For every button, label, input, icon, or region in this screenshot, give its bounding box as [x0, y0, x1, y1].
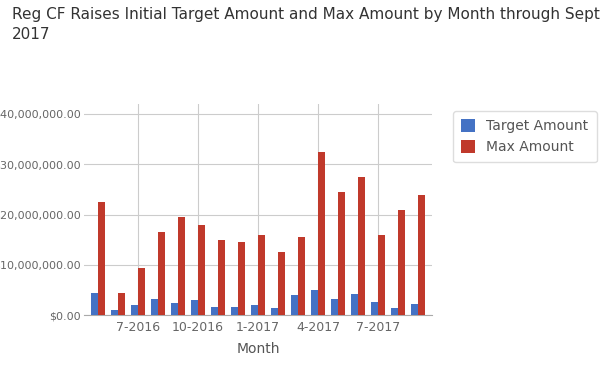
Bar [91, 293, 98, 315]
Bar [211, 307, 218, 315]
Bar [138, 267, 145, 315]
Bar [411, 304, 418, 315]
Bar [351, 294, 358, 315]
Bar [338, 192, 345, 315]
Bar [371, 302, 378, 315]
Bar [218, 240, 225, 315]
Bar [178, 217, 185, 315]
Bar [331, 299, 338, 315]
Bar [158, 232, 165, 315]
Bar [198, 225, 205, 315]
Bar [398, 210, 405, 315]
Bar [278, 252, 285, 315]
Bar [311, 290, 318, 315]
X-axis label: Month: Month [236, 342, 280, 356]
Bar [111, 310, 118, 315]
Bar [258, 235, 265, 315]
Bar [251, 305, 258, 315]
Legend: Target Amount, Max Amount: Target Amount, Max Amount [453, 111, 596, 162]
Bar [298, 237, 305, 315]
Bar [118, 293, 125, 315]
Bar [131, 305, 138, 315]
Bar [358, 177, 365, 315]
Text: Reg CF Raises Initial Target Amount and Max Amount by Month through Sept.
2017: Reg CF Raises Initial Target Amount and … [12, 7, 600, 42]
Bar [271, 308, 278, 315]
Bar [191, 300, 198, 315]
Bar [418, 194, 425, 315]
Bar [171, 303, 178, 315]
Bar [98, 202, 105, 315]
Bar [291, 295, 298, 315]
Bar [391, 308, 398, 315]
Bar [318, 152, 325, 315]
Bar [231, 307, 238, 315]
Bar [151, 299, 158, 315]
Bar [238, 242, 245, 315]
Bar [378, 235, 385, 315]
